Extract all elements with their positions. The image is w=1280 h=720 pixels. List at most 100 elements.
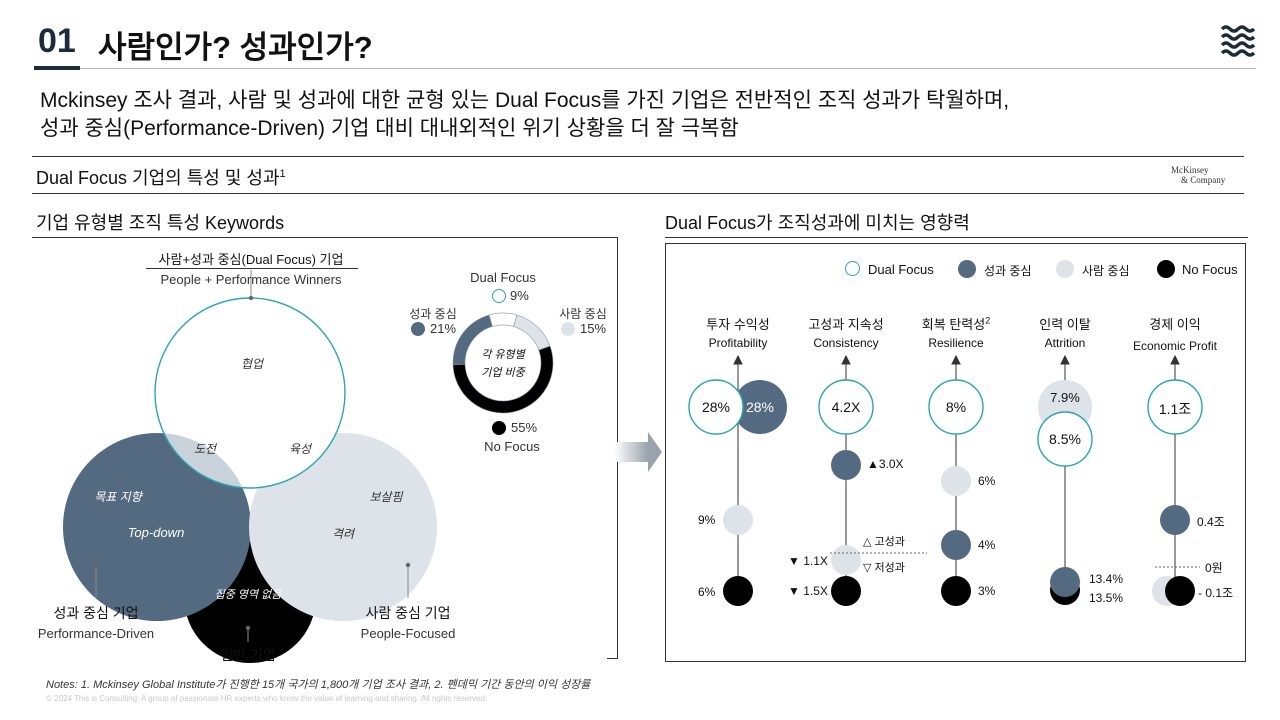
metric-attrition-ko: 인력 이탈 [1039,317,1091,332]
keyword-nofocus: 집중 영역 없음 [214,589,282,601]
page-title: 사람인가? 성과인가? [98,30,373,65]
resil-dual-dot [928,379,984,435]
legend-perf-dot [958,260,976,278]
econ-perf-dot [1160,505,1190,535]
donut-people-dot [561,322,575,336]
attr-dual-value: 8.5% [1049,431,1081,447]
consist-low-label: ▽ 저성과 [863,562,905,574]
resil-people-value: 6% [978,474,996,488]
resil-perf-dot [941,530,971,560]
impact-dot-chart [688,354,1203,606]
donut-perf-dot [411,322,425,336]
legend-none-dot [1157,260,1175,278]
metric-profitability-en: Profitability [708,336,768,350]
legend-none-label: No Focus [1182,262,1238,277]
copyright: © 2024 This is Consulting. A group of pa… [46,694,488,703]
attr-none-value: 13.5% [1089,591,1124,605]
performance-circle [63,433,251,621]
donut-people-value: 15% [580,321,607,336]
dual-focus-label-en: People + Performance Winners [160,272,342,287]
donut-people-name: 사람 중심 [559,307,607,321]
resil-people-dot [941,466,971,496]
left-section-rule [32,237,618,238]
dual-focus-label-underline [146,268,358,269]
donut-none-dot [492,421,506,435]
metric-resilience-ko: 회복 탄력성2 [921,315,991,332]
profit-dual-dot [688,379,744,435]
econ-none-dot [1165,576,1195,606]
metric-economic-en: Economic Profit [1132,339,1218,353]
metric-economic-ko: 경제 이익 [1149,317,1201,332]
left-section-title: 기업 유형별 조직 특성 Keywords [36,213,285,233]
donut-perf-name: 성과 중심 [409,307,457,321]
consist-people-value: ▼ 1.1X [788,554,828,568]
venn-diagram [63,270,437,663]
donut-none-value: 55% [511,420,538,435]
donut-none-name: No Focus [484,439,540,454]
impact-panel [665,243,1246,662]
econ-perf-value: 0.4조 [1197,515,1225,529]
dual-focus-label-ko: 사람+성과 중심(Dual Focus) 기업 [158,252,344,267]
subtitle-bottom-rule [32,193,1244,194]
donut-seg-dual [488,312,518,327]
subtitle-top-rule [32,156,1244,157]
keyword-encourage: 격려 [331,527,355,541]
profit-perf-dot [733,380,787,434]
keyword-growth: 육성 [288,442,312,456]
key-message-line1: Mckinsey 조사 결과, 사람 및 성과에 대한 균형 있는 Dual F… [40,89,1010,112]
section-number-underline [34,66,80,70]
consist-perf-dot [831,450,861,480]
donut-dual-value: 9% [510,288,529,303]
attr-perf-value: 13.4% [1089,572,1124,586]
consist-none-dot [831,576,861,606]
footnotes: Notes: 1. Mckinsey Global Institute가 진행한… [46,679,591,691]
company-share-donut [452,312,554,414]
resil-none-dot [941,576,971,606]
resil-dual-value: 8% [945,399,967,415]
profit-people-value: 9% [698,513,716,527]
attr-perf-dot [1050,567,1080,597]
profit-dual-value: 28% [701,399,731,415]
donut-center-line1: 각 유형별 [481,349,525,361]
consist-dual-value: 4.2X [831,399,861,415]
legend-people-label: 사람 중심 [1082,264,1130,278]
waves-logo-icon [1220,25,1256,57]
metric-attrition-en: Attrition [1044,336,1086,350]
legend-dual-label: Dual Focus [868,262,934,277]
resil-none-value: 3% [978,584,996,598]
keyword-topdown: Top-down [127,525,185,540]
consist-none-value: ▼ 1.5X [788,584,828,598]
legend-dual-dot [845,261,860,276]
profit-none-dot [723,576,753,606]
donut-seg-people [513,314,551,351]
metric-resilience-en: Resilience [928,336,984,350]
keyword-challenge: 도전 [193,442,217,456]
left-bracket-foot [607,658,618,659]
keyword-cooperation: 협업 [240,357,264,371]
people-circle [249,433,437,621]
consist-perf-value: ▲3.0X [867,457,904,471]
consist-people-dot [831,545,861,575]
mckinsey-logo: McKinsey & Company [1171,165,1226,185]
legend-people-dot [1056,260,1074,278]
attr-people-value: 7.9% [1050,390,1080,405]
profit-perf-value: 28% [745,399,775,415]
resil-perf-value: 4% [978,538,996,552]
econ-none-value: - 0.1조 [1198,586,1234,600]
keyword-care: 보살핌 [369,490,403,504]
key-message-line2: 성과 중심(Performance-Driven) 기업 대비 대내외적인 위기… [40,117,739,140]
metric-consistency-ko: 고성과 지속성 [808,317,884,332]
right-section-title: Dual Focus가 조직성과에 미치는 영향력 [665,213,970,233]
attr-dual-dot [1037,411,1093,467]
consist-high-label: △ 고성과 [863,536,905,548]
profit-people-dot [723,505,753,535]
metric-consistency-en: Consistency [813,336,879,350]
flow-arrow-icon [614,432,662,472]
profit-none-value: 6% [698,585,716,599]
right-section-rule [665,237,1248,238]
dual-focus-circle [155,298,345,488]
general-label: 일반 기업 [220,647,276,663]
subtitle: Dual Focus 기업의 특성 및 성과1 [36,168,286,188]
donut-dual-dot [492,289,506,303]
legend-perf-label: 성과 중심 [984,264,1032,278]
